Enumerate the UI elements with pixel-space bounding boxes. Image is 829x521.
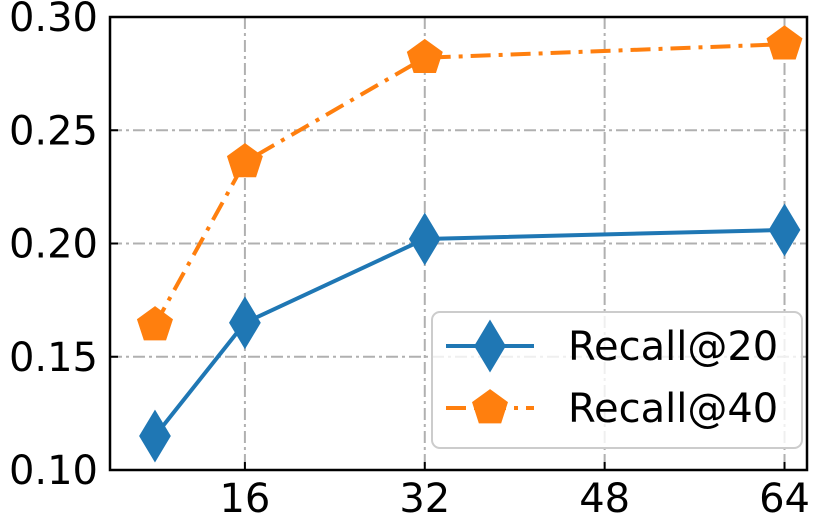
series-1 (139, 203, 801, 463)
y-tick-label: 0.10 (9, 448, 98, 494)
pentagon-marker (766, 25, 803, 60)
axis-ticks: 16 32 48 64 0.10 0.15 0.20 0.25 0.30 (9, 0, 810, 521)
legend-entry: Recall@40 (446, 386, 778, 432)
legend-label: Recall@20 (568, 324, 778, 370)
y-tick-label: 0.30 (9, 0, 98, 41)
y-tick-label: 0.20 (9, 222, 98, 268)
diamond-marker (229, 296, 261, 350)
series-2 (136, 25, 803, 341)
legend-pentagon-marker (472, 389, 508, 424)
x-tick-label: 32 (399, 476, 450, 521)
series-line (153, 227, 785, 438)
y-tick-label: 0.25 (9, 108, 98, 154)
series-line (153, 42, 785, 327)
y-tick-label: 0.15 (9, 335, 98, 381)
chart-series (136, 25, 803, 463)
legend-label: Recall@40 (568, 386, 778, 432)
diamond-marker (139, 409, 171, 463)
legend-diamond-marker (474, 319, 506, 373)
x-tick-label: 64 (759, 476, 810, 521)
legend: Recall@20 Recall@40 (431, 311, 803, 449)
legend-entry: Recall@20 (446, 319, 778, 373)
diamond-marker (768, 203, 801, 257)
pentagon-marker (136, 306, 173, 341)
x-tick-label: 16 (219, 476, 270, 521)
pentagon-marker (226, 143, 263, 178)
pentagon-marker (406, 38, 443, 74)
diamond-marker (408, 212, 441, 266)
x-tick-label: 48 (579, 476, 630, 521)
